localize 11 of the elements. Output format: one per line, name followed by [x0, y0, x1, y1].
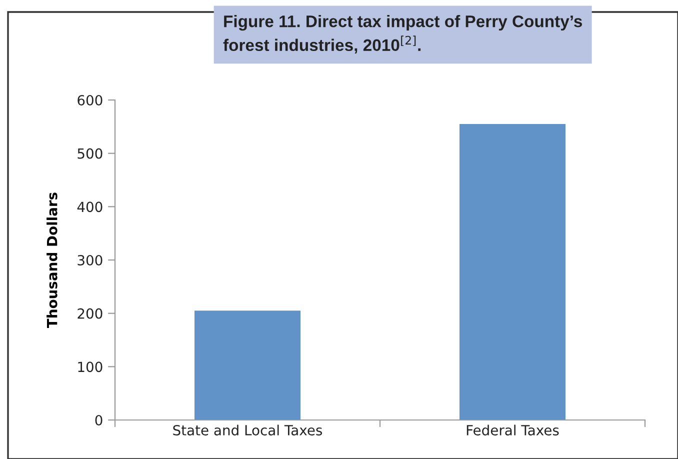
chart-title: Figure 11. Direct tax impact of Perry County’s forest industries, 2010$^{[2]}$. — [223, 15, 582, 54]
y-tick-label: 500 — [78, 148, 102, 159]
y-tick-label: 200 — [78, 308, 102, 319]
y-tick-label: 100 — [78, 362, 102, 372]
y-tick-label: 0 — [95, 414, 102, 426]
x-tick-label: Federal Taxes — [466, 424, 559, 436]
x-tick-label: State and Local Taxes — [173, 424, 322, 436]
y-tick-label: 300 — [78, 254, 102, 266]
y-tick-label: 600 — [78, 94, 102, 106]
y-tick-label: 400 — [77, 202, 102, 212]
y-axis-title: Thousand Dollars — [46, 192, 58, 328]
